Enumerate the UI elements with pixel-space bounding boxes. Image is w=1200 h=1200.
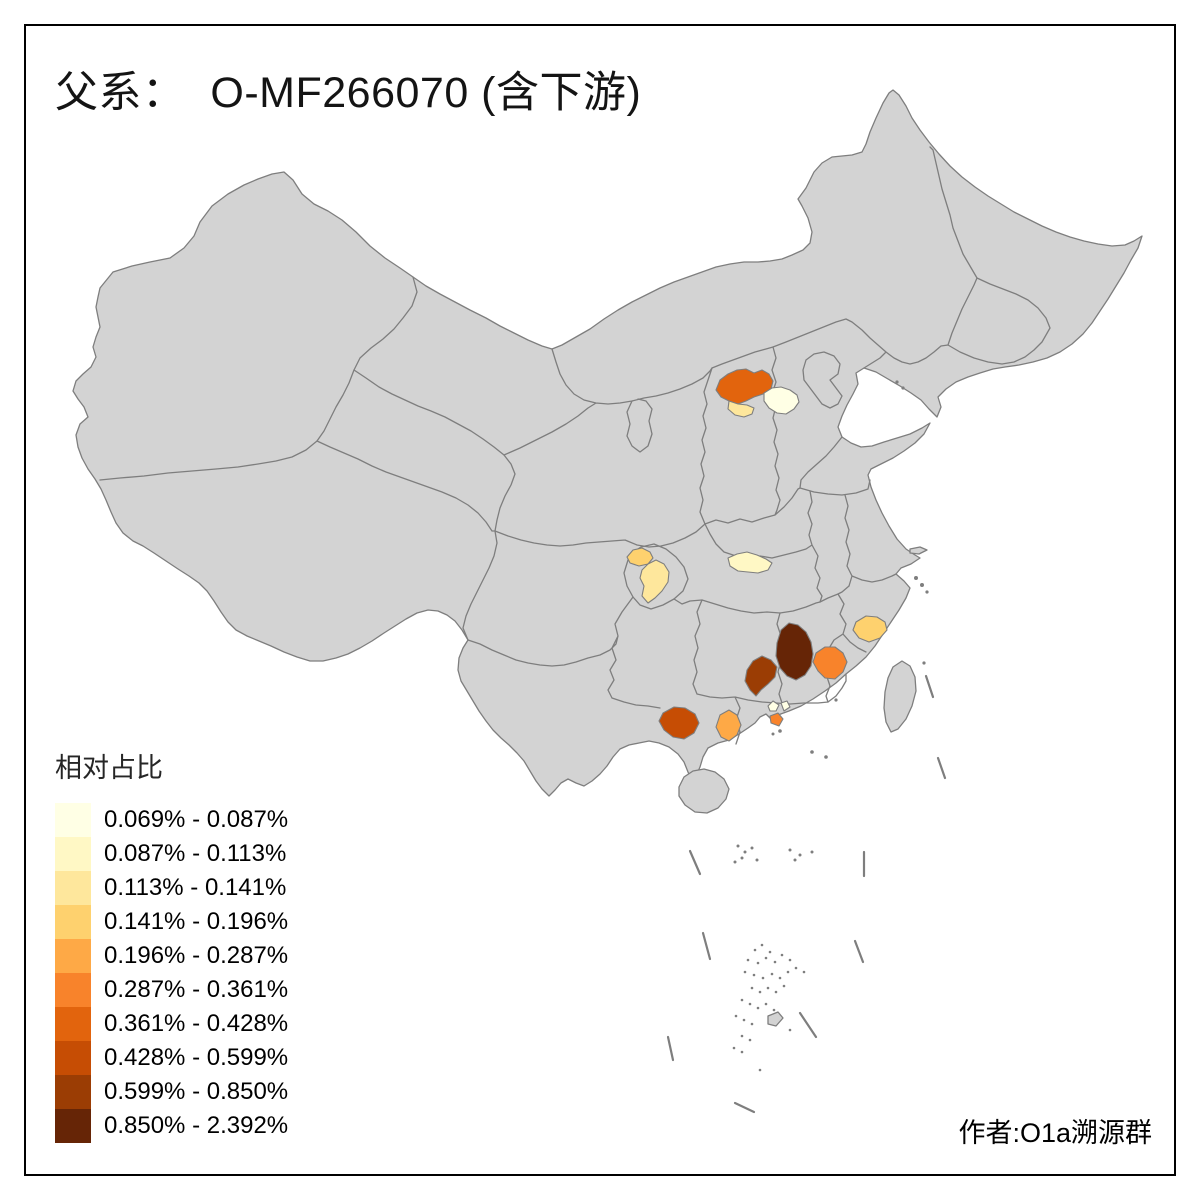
border-northeast [929, 146, 1051, 365]
legend-swatch [55, 837, 91, 871]
province-borders [99, 146, 1051, 745]
legend-swatch [55, 871, 91, 905]
legend-title: 相对占比 [55, 753, 163, 783]
highlighted-regions [626, 368, 888, 742]
border-beijing-tianjin [802, 351, 843, 409]
legend-label: 0.141% - 0.196% [104, 908, 289, 935]
legend-label: 0.599% - 0.850% [104, 1078, 289, 1105]
legend-row: 0.196% - 0.287% [55, 939, 288, 973]
legend-row: 0.850% - 2.392% [55, 1109, 288, 1143]
legend-row: 0.428% - 0.599% [55, 1041, 288, 1075]
border-shaanxi-sichuan [494, 523, 706, 548]
map-region-10 [852, 615, 888, 643]
boundary-dash-segments [666, 674, 947, 1114]
legend-label: 0.069% - 0.087% [104, 806, 289, 833]
island-dots [732, 380, 929, 1072]
border-ningxia [626, 398, 653, 453]
hainan-island [678, 768, 730, 814]
map-region-8 [744, 655, 778, 697]
map-region-13b [780, 700, 791, 712]
chongming-island [909, 546, 928, 555]
legend-swatch [55, 939, 91, 973]
legend-row: 0.069% - 0.087% [55, 803, 288, 837]
page-title: 父系： O-MF266070 (含下游) [55, 69, 642, 117]
legend-swatch [55, 1041, 91, 1075]
border-qinghai-gansu [353, 369, 516, 532]
legend-swatch [55, 1109, 91, 1143]
map-region-5 [639, 559, 670, 604]
legend-row: 0.287% - 0.361% [55, 973, 288, 1007]
legend-row: 0.087% - 0.113% [55, 837, 288, 871]
legend-row: 0.599% - 0.850% [55, 1075, 288, 1109]
border-tibet-qinghai [316, 440, 496, 532]
map-region-3 [727, 400, 755, 418]
map-region-13a [767, 700, 780, 712]
map-region-4 [626, 547, 654, 567]
legend-swatch [55, 905, 91, 939]
map-region-6 [727, 551, 773, 574]
legend-row: 0.361% - 0.428% [55, 1007, 288, 1041]
border-southwest [467, 596, 661, 709]
legend: 相对占比 0.069% - 0.087% 0.087% - 0.113% 0.113… [55, 746, 288, 1143]
map-region-9 [812, 646, 848, 680]
small-island [767, 1011, 784, 1027]
legend-label: 0.196% - 0.287% [104, 942, 289, 969]
border-tibet-sichuan [462, 530, 498, 641]
map-region-7 [775, 622, 814, 681]
taiwan-island [883, 660, 917, 733]
legend-label: 0.287% - 0.361% [104, 976, 289, 1003]
map-region-2 [763, 386, 800, 415]
legend-label: 0.428% - 0.599% [104, 1044, 289, 1071]
border-xinjiang [99, 276, 418, 481]
islands [666, 380, 947, 1114]
legend-swatch [55, 1007, 91, 1041]
legend-row: 0.141% - 0.196% [55, 905, 288, 939]
border-inner-mongolia-south [503, 318, 949, 456]
author-credit: 作者:O1a溯源群 [958, 1118, 1152, 1148]
border-chongqing [623, 543, 689, 610]
legend-swatch [55, 1075, 91, 1109]
legend-label: 0.087% - 0.113% [104, 840, 287, 867]
legend-label: 0.113% - 0.141% [104, 874, 287, 901]
map-region-12 [715, 709, 742, 742]
map-region-14 [769, 712, 784, 727]
legend-label: 0.850% - 2.392% [104, 1112, 289, 1139]
legend-swatch [55, 803, 91, 837]
legend-swatch [55, 973, 91, 1007]
border-hubei-south [673, 585, 850, 614]
legend-rows: 0.069% - 0.087% 0.087% - 0.113% 0.113% - 0… [55, 803, 288, 1143]
legend-label: 0.361% - 0.428% [104, 1010, 289, 1037]
map-region-11 [658, 706, 700, 740]
legend-row: 0.113% - 0.141% [55, 871, 288, 905]
border-shanxi-hebei-henan [699, 346, 871, 525]
